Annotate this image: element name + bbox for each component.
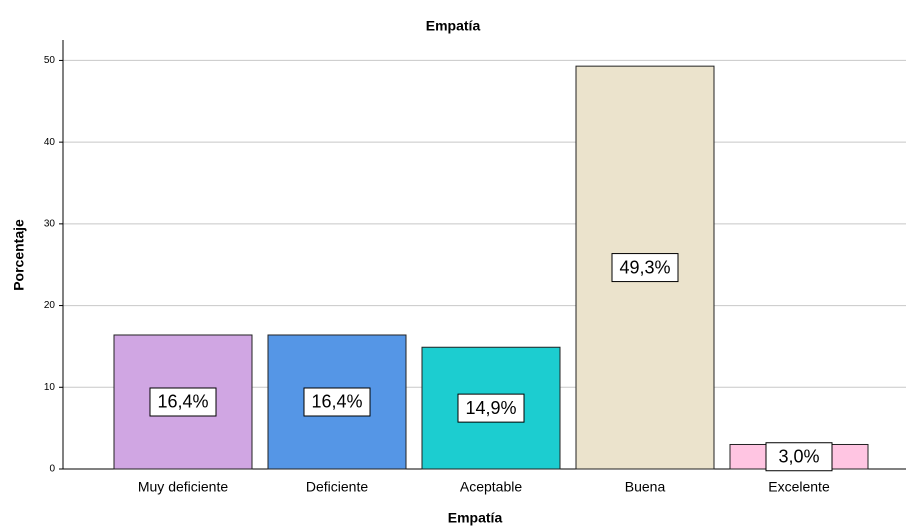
x-tick-label: Deficiente bbox=[306, 479, 368, 495]
value-label-box bbox=[149, 387, 217, 417]
value-label: 16,4% bbox=[157, 392, 208, 412]
x-tick-label: Aceptable bbox=[460, 479, 522, 495]
x-axis-label: Empatía bbox=[448, 510, 503, 526]
x-tick-label: Excelente bbox=[768, 479, 830, 495]
value-label-box bbox=[303, 387, 371, 417]
y-tick-label: 0 bbox=[49, 464, 55, 475]
value-label-box bbox=[611, 253, 679, 283]
value-label: 14,9% bbox=[465, 398, 516, 418]
x-tick-label: Buena bbox=[625, 479, 666, 495]
y-tick-label: 10 bbox=[44, 382, 56, 393]
y-tick-label: 40 bbox=[44, 137, 56, 148]
chart-title: Empatía bbox=[426, 18, 481, 34]
y-axis-label: Porcentaje bbox=[11, 219, 27, 291]
y-tick-label: 30 bbox=[44, 218, 56, 229]
value-label: 16,4% bbox=[311, 392, 362, 412]
value-label: 3,0% bbox=[778, 446, 819, 466]
y-tick-label: 50 bbox=[44, 55, 56, 66]
x-tick-label: Muy deficiente bbox=[138, 479, 228, 495]
value-label-box bbox=[765, 442, 833, 472]
value-label: 49,3% bbox=[619, 257, 670, 277]
y-tick-label: 20 bbox=[44, 300, 56, 311]
value-label-box bbox=[457, 393, 525, 423]
